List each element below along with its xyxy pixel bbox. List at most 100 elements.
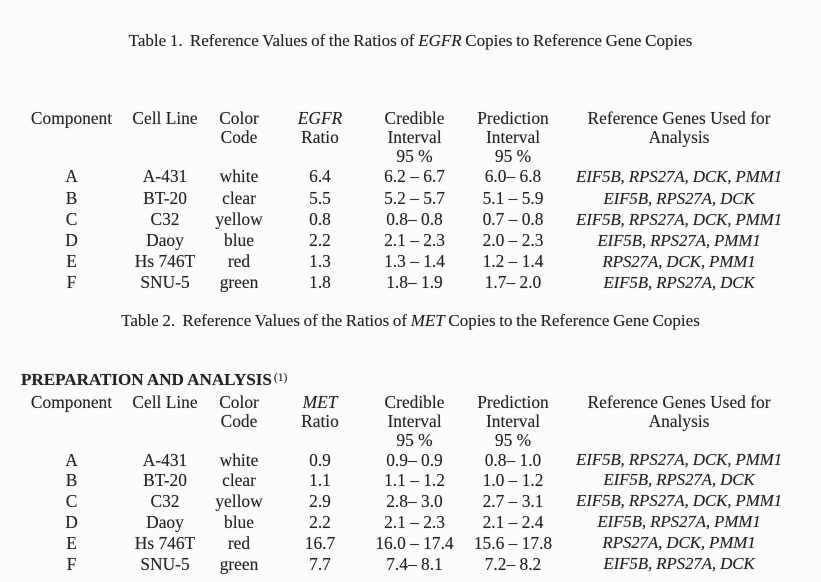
header-line: Cell Line xyxy=(132,391,198,412)
color-code-cell: yellow xyxy=(215,208,263,229)
header-line: Credible xyxy=(384,391,445,412)
table1-row-E: E Hs 746T red 1.3 1.3 – 1.4 1.2 – 1.4 RPS27A, … xyxy=(20,251,792,272)
credible-interval-cell: 1.8– 1.9 xyxy=(386,272,443,293)
header-line: Component xyxy=(30,391,113,412)
table2-caption-label: Table 2. xyxy=(121,311,176,331)
ratio-cell: 0.8 xyxy=(309,208,331,229)
table2-caption: Table 2. Reference Values of the Ratios … xyxy=(0,311,821,330)
ratio-cell: 2.2 xyxy=(309,229,331,250)
table2-column-header-cell-line: Cell Line xyxy=(123,391,207,450)
credible-interval-cell: 0.9– 0.9 xyxy=(386,449,443,470)
prediction-interval-cell: 15.6 – 17.8 xyxy=(473,533,553,554)
ratio-cell: 1.1 xyxy=(309,470,331,491)
table2-column-header-ratio: MET Ratio xyxy=(271,391,369,450)
header-line: Prediction xyxy=(477,108,549,129)
credible-interval-cell: 6.2 – 6.7 xyxy=(384,166,445,187)
prediction-interval-cell: 1.7– 2.0 xyxy=(484,272,542,293)
table1-header: Component Cell Line Color Code EGFR Ratio Cred… xyxy=(20,109,792,166)
ratio-cell: 16.7 xyxy=(304,533,336,554)
cell-line-cell: C32 xyxy=(150,208,180,229)
ratio-cell: 2.2 xyxy=(309,512,331,533)
prediction-interval-cell: 2.7 – 3.1 xyxy=(482,491,544,512)
header-line: Ratio xyxy=(301,410,339,431)
table2-column-header-prediction-interval: Prediction Interval 95 % xyxy=(460,391,566,450)
prediction-interval-cell: 2.1 – 2.4 xyxy=(482,512,544,533)
reference-genes-cell: EIF5B, RPS27A, DCK xyxy=(603,470,755,490)
component-cell: C xyxy=(65,208,78,229)
cell-line-cell: SNU-5 xyxy=(140,554,190,575)
color-code-cell: white xyxy=(219,166,259,187)
table1-row-A: A A-431 white 6.4 6.2 – 6.7 6.0– 6.8 EIF5B, RP… xyxy=(20,166,792,187)
component-cell: A xyxy=(65,449,78,470)
color-code-cell: clear xyxy=(222,470,256,491)
reference-genes-cell: EIF5B, RPS27A, DCK xyxy=(603,273,755,293)
reference-genes-cell: RPS27A, DCK, PMM1 xyxy=(602,251,756,271)
table1-caption: Table 1. Reference Values of the Ratios … xyxy=(0,31,821,50)
cell-line-cell: BT-20 xyxy=(143,187,187,208)
reference-genes-cell: EIF5B, RPS27A, DCK, PMM1 xyxy=(575,209,783,229)
ratio-cell: 2.9 xyxy=(309,491,331,512)
prediction-interval-cell: 1.2 – 1.4 xyxy=(482,250,544,271)
reference-genes-cell: EIF5B, RPS27A, DCK, PMM1 xyxy=(575,491,783,511)
color-code-cell: white xyxy=(219,449,259,470)
header-line: 95 % xyxy=(494,429,532,450)
component-cell: B xyxy=(65,470,78,491)
header-line: MET xyxy=(302,391,338,412)
color-code-cell: yellow xyxy=(215,491,263,512)
cell-line-cell: C32 xyxy=(150,491,180,512)
table2-column-header-color-code: Color Code xyxy=(207,391,271,450)
color-code-cell: green xyxy=(219,554,259,575)
reference-genes-cell: EIF5B, RPS27A, DCK, PMM1 xyxy=(575,449,783,469)
table2-header: Component Cell Line Color Code MET Ratio Credi… xyxy=(20,391,792,450)
header-line: Code xyxy=(220,127,258,148)
ratio-cell: 1.8 xyxy=(309,272,331,293)
prediction-interval-cell: 7.2– 8.2 xyxy=(484,554,542,575)
table2-column-header-credible-interval: Credible Interval 95 % xyxy=(369,391,460,450)
reference-genes-cell: RPS27A, DCK, PMM1 xyxy=(602,533,756,553)
cell-line-cell: Hs 746T xyxy=(134,533,196,554)
table1-column-header-prediction-interval: Prediction Interval 95 % xyxy=(460,109,566,166)
table1-caption-text-post: Copies to Reference Gene Copies xyxy=(461,31,693,51)
component-cell: D xyxy=(65,512,78,533)
header-line: Interval xyxy=(387,410,442,431)
section-heading-preparation-and-analysis: PREPARATION AND ANALYSIS (1) xyxy=(21,370,287,392)
header-line: Code xyxy=(220,410,258,431)
table2-caption-text-post: Copies to the Reference Gene Copies xyxy=(444,311,700,331)
credible-interval-cell: 5.2 – 5.7 xyxy=(384,187,445,208)
prediction-interval-cell: 0.7 – 0.8 xyxy=(482,208,544,229)
table1-column-header-credible-interval: Credible Interval 95 % xyxy=(369,109,460,166)
table1-column-header-reference-genes: Reference Genes Used for Analysis xyxy=(566,109,792,166)
header-line: Analysis xyxy=(648,410,710,431)
header-line: Interval xyxy=(485,410,541,431)
prediction-interval-cell: 0.8– 1.0 xyxy=(484,449,542,470)
cell-line-cell: A-431 xyxy=(142,449,188,470)
credible-interval-cell: 7.4– 8.1 xyxy=(386,554,443,575)
credible-interval-cell: 1.1 – 1.2 xyxy=(384,470,445,491)
color-code-cell: green xyxy=(219,272,259,293)
table1-caption-label: Table 1. xyxy=(128,31,183,51)
header-line: Reference Genes Used for xyxy=(587,108,771,129)
credible-interval-cell: 0.8– 0.8 xyxy=(386,208,443,229)
header-line: Prediction xyxy=(477,391,549,412)
header-line: Interval xyxy=(485,127,541,148)
header-line: Credible xyxy=(384,108,445,129)
reference-genes-cell: EIF5B, RPS27A, DCK, PMM1 xyxy=(575,167,783,187)
component-cell: E xyxy=(66,250,77,271)
table2-column-header-component: Component xyxy=(20,391,123,450)
cell-line-cell: BT-20 xyxy=(143,470,187,491)
table2-caption-gene-name: MET xyxy=(410,311,445,331)
header-line: Color xyxy=(219,108,259,129)
table2: Component Cell Line Color Code MET Ratio Credi… xyxy=(20,391,792,576)
color-code-cell: blue xyxy=(224,512,254,533)
credible-interval-cell: 2.1 – 2.3 xyxy=(384,512,445,533)
component-cell: A xyxy=(65,166,78,187)
table2-row-F: F SNU-5 green 7.7 7.4– 8.1 7.2– 8.2 EIF5B, RPS… xyxy=(20,554,792,575)
cell-line-cell: Daoy xyxy=(146,512,184,533)
header-line: Color xyxy=(219,391,259,412)
header-line: Interval xyxy=(387,127,442,148)
table1-body: A A-431 white 6.4 6.2 – 6.7 6.0– 6.8 EIF5B, RP… xyxy=(20,166,792,293)
table2-row-D: D Daoy blue 2.2 2.1 – 2.3 2.1 – 2.4 EIF5B, RPS… xyxy=(20,512,792,533)
table2-row-E: E Hs 746T red 16.7 16.0 – 17.4 15.6 – 17.8 RPS… xyxy=(20,533,792,554)
cell-line-cell: Hs 746T xyxy=(134,250,196,271)
